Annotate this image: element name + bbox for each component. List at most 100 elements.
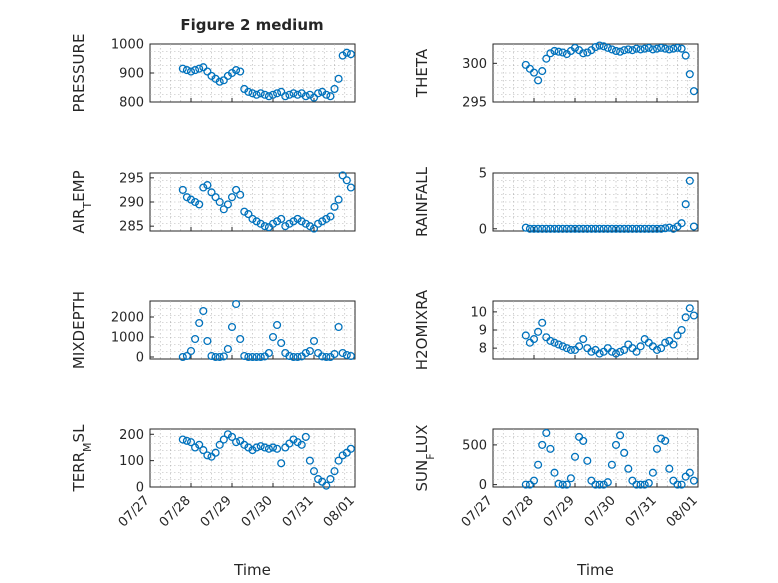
- y-tick-label: 9: [479, 324, 487, 339]
- data-point: [657, 224, 666, 233]
- data-point: [289, 217, 298, 226]
- data-point: [652, 224, 662, 233]
- data-point: [178, 352, 187, 362]
- data-point: [648, 45, 657, 54]
- data-point: [677, 219, 686, 228]
- data-point: [191, 443, 200, 452]
- y-axis-label: MIXDEPTH: [70, 291, 88, 369]
- data-point: [681, 313, 690, 322]
- data-point: [318, 352, 327, 361]
- y-tick-label: 295: [462, 96, 487, 111]
- data-point: [195, 318, 204, 328]
- data-point: [277, 338, 286, 348]
- data-point: [570, 224, 580, 233]
- data-point: [240, 440, 249, 449]
- data-point: [326, 92, 335, 101]
- data-point: [297, 217, 306, 226]
- data-point: [550, 468, 559, 477]
- data-point: [566, 474, 575, 483]
- data-point: [657, 434, 666, 443]
- x-tick-label: 07/29: [541, 493, 578, 530]
- data-point: [309, 93, 319, 102]
- data-point: [195, 440, 204, 449]
- data-point: [673, 480, 682, 489]
- data-point: [587, 224, 596, 233]
- data-point: [260, 90, 269, 99]
- data-point: [628, 46, 637, 55]
- data-point: [346, 183, 355, 192]
- data-point: [611, 349, 621, 358]
- data-point: [207, 351, 216, 361]
- data-point: [673, 43, 682, 52]
- data-point: [219, 205, 228, 214]
- x-tick-label: 07/27: [459, 493, 496, 530]
- data-point: [529, 224, 539, 233]
- data-point: [579, 224, 588, 233]
- data-point: [309, 224, 319, 233]
- data-point: [334, 74, 343, 83]
- x-tick-label: 07/29: [198, 493, 235, 530]
- data-point: [652, 345, 662, 354]
- data-point: [566, 224, 575, 233]
- y-tick-label: 1000: [111, 331, 144, 346]
- data-point: [256, 442, 265, 451]
- data-point: [657, 43, 666, 52]
- data-point: [583, 456, 592, 465]
- data-point: [603, 478, 612, 487]
- subplot-6: 8 9 10 H2OMIXRA: [413, 289, 699, 370]
- data-point: [236, 334, 245, 344]
- data-point: [186, 438, 196, 447]
- y-tick-label: 0: [136, 351, 144, 366]
- data-point: [264, 92, 273, 101]
- data-point: [685, 304, 694, 313]
- x-tick-label: 08/01: [321, 493, 358, 530]
- data-point: [685, 468, 694, 477]
- data-point: [342, 48, 351, 57]
- data-point: [620, 46, 629, 55]
- data-point: [521, 331, 530, 340]
- data-point: [346, 50, 355, 59]
- data-point: [607, 45, 616, 54]
- data-point: [338, 348, 347, 358]
- data-point: [301, 92, 310, 101]
- data-point: [529, 476, 539, 485]
- data-point: [640, 480, 649, 489]
- data-point: [620, 224, 629, 233]
- data-point: [669, 44, 678, 53]
- data-point: [182, 351, 191, 361]
- data-point: [178, 64, 187, 73]
- subplot-3: 285 290 295 AIRTEMP: [70, 170, 356, 235]
- data-point: [591, 43, 600, 52]
- data-point: [256, 352, 265, 362]
- data-point: [236, 67, 245, 76]
- data-point: [240, 207, 249, 216]
- data-point: [191, 197, 200, 207]
- data-point: [178, 185, 187, 194]
- data-point: [203, 336, 212, 346]
- data-point: [616, 47, 625, 56]
- data-point: [223, 344, 232, 354]
- y-tick-label: 800: [119, 96, 144, 111]
- data-point: [232, 66, 241, 75]
- y-tick-label: 0: [479, 222, 487, 237]
- y-tick-label: 0: [479, 478, 487, 493]
- data-point: [681, 200, 690, 209]
- data-point: [677, 480, 686, 489]
- data-point: [223, 430, 232, 439]
- data-point: [301, 348, 310, 358]
- data-point: [607, 347, 616, 356]
- data-point: [677, 44, 686, 53]
- data-point: [583, 48, 592, 57]
- data-point: [554, 224, 563, 233]
- data-point: [338, 171, 347, 180]
- x-tick-label: 07/30: [239, 493, 276, 530]
- data-point: [314, 219, 323, 228]
- data-point: [219, 435, 228, 444]
- data-point: [252, 443, 261, 452]
- data-point: [595, 224, 604, 233]
- data-point: [268, 443, 278, 452]
- data-point: [322, 90, 331, 99]
- data-point: [669, 340, 678, 349]
- y-tick-label: 500: [462, 438, 487, 453]
- data-point: [525, 224, 534, 233]
